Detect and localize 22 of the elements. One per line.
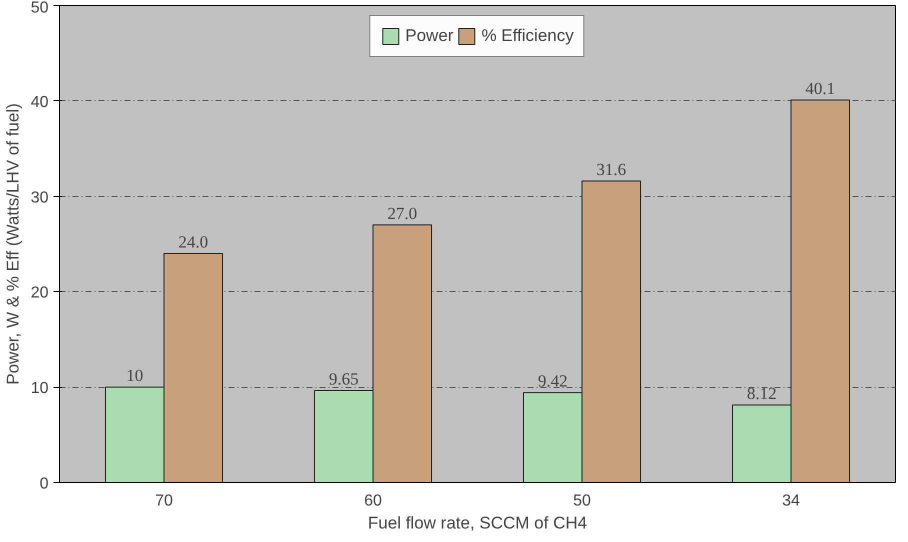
y-axis-title: Power, W & % Eff (Watts/LHV of fuel) bbox=[4, 103, 23, 385]
legend-label: % Efficiency bbox=[481, 26, 574, 46]
x-tick-label: 60 bbox=[364, 492, 382, 510]
x-tick-label: 70 bbox=[155, 492, 173, 510]
data-label: 27.0 bbox=[387, 204, 418, 223]
data-label: 9.42 bbox=[538, 372, 568, 391]
y-tick-label: 30 bbox=[30, 189, 49, 206]
data-label: 9.65 bbox=[328, 369, 359, 388]
data-label: 8.12 bbox=[746, 384, 777, 404]
data-label: 40.1 bbox=[805, 78, 836, 98]
y-tick-label: 50 bbox=[30, 0, 49, 16]
x-tick-label: 34 bbox=[782, 492, 800, 510]
data-label: 24.0 bbox=[178, 232, 208, 252]
y-tick-label: 40 bbox=[30, 94, 49, 111]
data-label: 10 bbox=[126, 366, 144, 386]
x-axis-title: Fuel flow rate, SCCM of CH4 bbox=[368, 514, 588, 532]
data-label: 31.6 bbox=[596, 160, 626, 180]
x-tick-label: 50 bbox=[573, 492, 591, 510]
y-tick-label: 0 bbox=[40, 476, 49, 492]
y-tick-label: 10 bbox=[30, 380, 49, 398]
y-tick-label: 20 bbox=[30, 284, 49, 302]
legend-label: Power bbox=[405, 26, 454, 46]
